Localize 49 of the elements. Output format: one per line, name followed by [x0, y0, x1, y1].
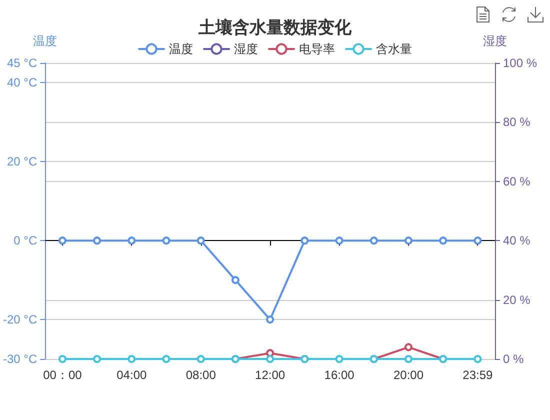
point — [128, 355, 136, 363]
point — [335, 236, 344, 245]
legend-label: 电导率 — [299, 42, 335, 56]
point — [58, 355, 66, 363]
y2-axis-title: 湿度 — [483, 34, 507, 48]
point — [162, 236, 170, 245]
point — [196, 236, 205, 245]
point — [404, 355, 412, 363]
x-tick-label: 23:59 — [462, 368, 494, 382]
y2-tick-label: 20 % — [503, 292, 531, 307]
y2-tick-label: 80 % — [503, 115, 531, 130]
y-tick-label: -30 °C — [2, 352, 38, 366]
y-axis-title: 温度 — [33, 34, 58, 48]
point — [266, 355, 274, 363]
point — [439, 236, 448, 245]
x-tick-label: 12:00 — [255, 368, 286, 382]
x-tick-label: 20:00 — [393, 368, 424, 382]
legend-label: 温度 — [169, 42, 193, 56]
legend-label: 湿度 — [234, 42, 258, 56]
x-tick-label: 16:00 — [324, 368, 355, 382]
point — [474, 236, 482, 245]
y2-tick-label: 40 % — [503, 234, 531, 248]
legend-label: 含水量 — [376, 42, 412, 56]
point — [266, 316, 274, 324]
point — [162, 355, 170, 363]
point — [404, 236, 412, 245]
x-tick-label: 08:00 — [186, 368, 216, 382]
point — [370, 236, 378, 245]
point — [93, 236, 102, 245]
y2-tick-label: 60 % — [503, 174, 531, 188]
point — [404, 343, 412, 352]
point — [231, 276, 240, 284]
y2-tick-label: 100 % — [503, 56, 538, 70]
y-tick-label: -20 °C — [2, 312, 38, 327]
point — [300, 236, 309, 245]
y-tick-label: 0 °C — [14, 234, 38, 248]
y2-tick-label: 0 % — [503, 352, 524, 366]
y-tick-label: 40 °C — [6, 76, 38, 90]
y-tick-label: 20 °C — [6, 154, 38, 169]
point — [93, 355, 102, 363]
point — [128, 236, 136, 245]
x-tick-label: 00：00 — [43, 368, 82, 382]
point — [335, 355, 344, 363]
point — [474, 355, 482, 363]
x-tick-label: 04:00 — [116, 368, 147, 382]
y-tick-label: 45 °C — [6, 56, 38, 70]
chart-title: 土壤含水量数据变化 — [198, 18, 352, 37]
point — [58, 236, 66, 245]
point — [196, 355, 205, 363]
